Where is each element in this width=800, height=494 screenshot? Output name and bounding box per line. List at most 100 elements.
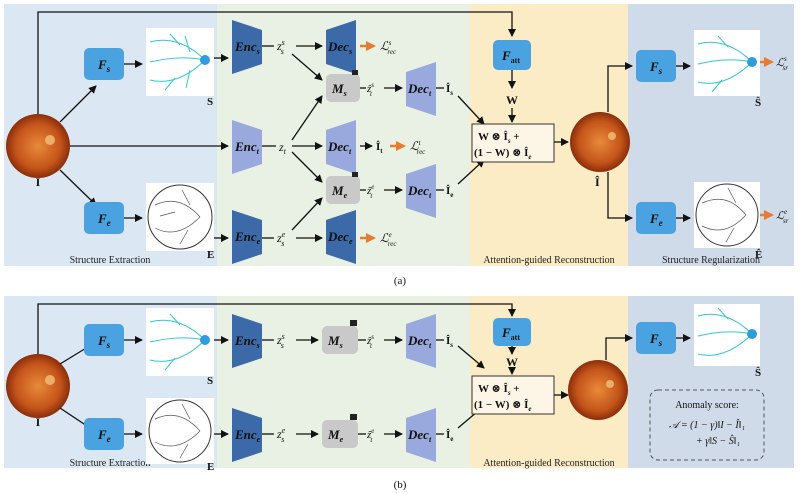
dect-e-label-b: Dect	[407, 427, 432, 444]
dect-s-block-a	[406, 62, 436, 116]
vessel-lines-s-a	[149, 33, 206, 91]
input-label-a: I	[36, 175, 41, 189]
fusion-line2-b: (1 − W) ⊗ Îe	[474, 399, 532, 413]
fs-block-b	[84, 324, 124, 356]
arrow-ihat-to-fe-reg-a	[607, 172, 633, 222]
ms-block-a	[326, 74, 360, 102]
enc-t-block-a	[232, 120, 262, 174]
label-e-b: E	[207, 461, 214, 473]
arrow-input-to-fatt-a	[37, 11, 516, 114]
latent-zts-label-a: ẑs t	[366, 81, 374, 98]
fs-block-label-b: Fs	[97, 333, 111, 350]
latent-zts-label-b: ẑs t	[366, 333, 374, 350]
input-retina-image-a	[6, 114, 70, 178]
vessel-disc-s-b	[200, 335, 210, 345]
edge-circle-ehat-a	[695, 183, 759, 247]
lock-icon-ms-b	[350, 320, 357, 326]
me-label-b: Me	[327, 427, 344, 444]
enc-s-block-a	[232, 20, 262, 74]
fusion-line1-a: W ⊗ Îs +	[478, 131, 520, 145]
loss-sr-e-a: ℒe sr	[776, 208, 789, 225]
reconstructed-retina-image-b	[568, 360, 628, 420]
edge-circle-e-b	[148, 399, 212, 463]
edge-map-e-b	[146, 398, 214, 464]
latent-zs-label-b: zs s	[276, 332, 285, 350]
label-shat-a: Ŝ	[755, 96, 761, 109]
enc-e-label-b: Ence	[234, 427, 261, 444]
latent-zte-label-b: ẑe t	[366, 427, 374, 444]
dec-s-block-a	[326, 20, 356, 74]
enc-s-label-a: Encs	[234, 39, 260, 56]
arrow-zt-to-ms-a	[291, 95, 323, 141]
section-label-extraction-b: Structure Extraction	[70, 458, 151, 469]
label-ihat-a: Î	[595, 175, 600, 189]
fatt-block-b	[493, 318, 531, 346]
fatt-block-a	[493, 40, 531, 70]
enc-e-label-a: Ence	[234, 229, 261, 246]
label-w-a: W	[506, 93, 518, 107]
loss-rec-t-a: ℒt rec	[410, 139, 426, 156]
fusion-line1-b: W ⊗ Îs +	[478, 383, 520, 397]
label-e-a: E	[207, 249, 214, 261]
vessel-disc-s-a	[200, 55, 210, 65]
caption-a: (a)	[394, 275, 407, 287]
optic-disc-a	[45, 135, 55, 145]
anomaly-score-title: Anomaly score:	[675, 400, 739, 411]
fe-reg-block-a	[636, 202, 676, 234]
enc-s-block-b	[232, 314, 262, 368]
vessel-disc-shat-a	[747, 57, 757, 67]
me-label-a: Me	[331, 183, 348, 200]
arrow-zt-to-me-a	[291, 151, 323, 183]
fs-reg-label-a: Fs	[649, 59, 663, 76]
unlock-icon-ms-a	[352, 70, 358, 75]
arrow-ihat-to-fs-reg-a	[607, 62, 633, 112]
caption-b: (b)	[394, 479, 407, 491]
unlock-icon-me-a	[352, 172, 358, 177]
section-label-reconstruction-a: Attention-guided Reconstruction	[483, 255, 614, 266]
fusion-box-a	[471, 123, 555, 163]
optic-disc-b	[45, 375, 55, 385]
fe-block-a	[84, 202, 124, 234]
vessel-lines-shat-a	[697, 35, 753, 93]
anomaly-score-line1: 𝒜 = (1 − γ)‖I − Î‖₁	[669, 419, 745, 431]
edge-map-e-a	[146, 183, 214, 251]
loss-rec-s-a: ℒs rec	[380, 39, 397, 56]
label-s-a: S	[207, 96, 213, 108]
fe-reg-label-a: Fe	[649, 211, 663, 228]
me-block-b	[322, 420, 358, 448]
lock-icon-me-b	[350, 414, 357, 420]
ms-label-b: Ms	[327, 333, 343, 350]
ms-block-b	[322, 326, 358, 354]
edge-circle-e-a	[147, 184, 213, 250]
dect-s-label-a: Dect	[407, 81, 432, 98]
section-label-reconstruction-b: Attention-guided Reconstruction	[483, 458, 614, 469]
dec-t-block-a	[326, 120, 356, 174]
ms-label-a: Ms	[331, 81, 347, 98]
edge-lines-e-a	[154, 189, 201, 245]
fatt-label-a: Fatt	[501, 48, 520, 65]
loss-rec-e-a: ℒe rec	[380, 231, 397, 248]
anomaly-score-box	[649, 389, 765, 461]
fe-block-label-a: Fe	[97, 211, 111, 228]
fatt-label-b: Fatt	[501, 325, 520, 342]
label-ehat-a: Ê	[755, 249, 762, 261]
label-shat-b: Ŝ	[755, 366, 761, 379]
arrow-ie-to-fusion-a	[457, 159, 485, 185]
label-w-b: W	[506, 355, 518, 369]
latent-ze-label-b: ze s	[276, 426, 286, 444]
me-block-a	[326, 176, 360, 204]
enc-e-block-a	[232, 210, 262, 264]
arrow-is-to-fusion-b	[457, 345, 485, 369]
fs-block-label-a: Fs	[97, 57, 111, 74]
label-ie-a: Îe	[446, 185, 453, 199]
dect-s-label-b: Dect	[407, 333, 432, 350]
label-ie-b: Îe	[446, 429, 453, 443]
dec-e-block-a	[326, 210, 356, 264]
dect-e-label-a: Dect	[407, 183, 432, 200]
vessel-lines-shat-b	[697, 307, 753, 356]
vessel-disc-shat-b	[747, 329, 757, 339]
label-s-b: S	[207, 375, 213, 387]
dec-t-label-a: Dect	[327, 139, 352, 156]
arrow-input-to-fe-a	[59, 169, 97, 206]
